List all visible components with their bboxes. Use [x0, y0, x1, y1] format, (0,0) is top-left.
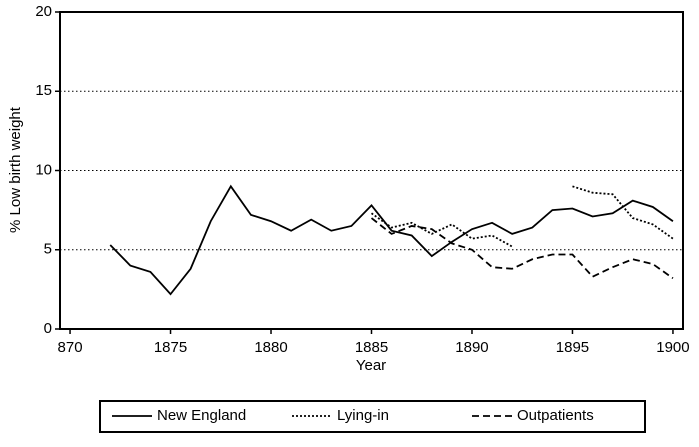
y-axis-label: % Low birth weight [7, 106, 24, 233]
x-tick-label: 1875 [154, 339, 187, 356]
line-series [109, 184, 674, 296]
x-tick-label: 1895 [556, 339, 589, 356]
y-tick-label: 15 [35, 82, 52, 99]
y-tick-label: 5 [44, 241, 52, 258]
line-series [370, 217, 674, 280]
legend-label: Outpatients [517, 407, 594, 424]
y-tick-label: 10 [35, 161, 52, 178]
x-axis-label: Year [356, 357, 386, 374]
legend-box [99, 400, 646, 433]
y-tick-label: 0 [44, 320, 52, 337]
legend-label: Lying-in [337, 407, 389, 424]
legend-label: New England [157, 407, 246, 424]
plot-frame [59, 11, 684, 330]
x-tick-label: 870 [58, 339, 83, 356]
line-series [370, 185, 674, 248]
x-tick-label: 1885 [355, 339, 388, 356]
x-tick-label: 1880 [254, 339, 287, 356]
x-tick-label: 1890 [455, 339, 488, 356]
y-tick-label: 20 [35, 3, 52, 20]
x-tick-label: 1900 [656, 339, 689, 356]
